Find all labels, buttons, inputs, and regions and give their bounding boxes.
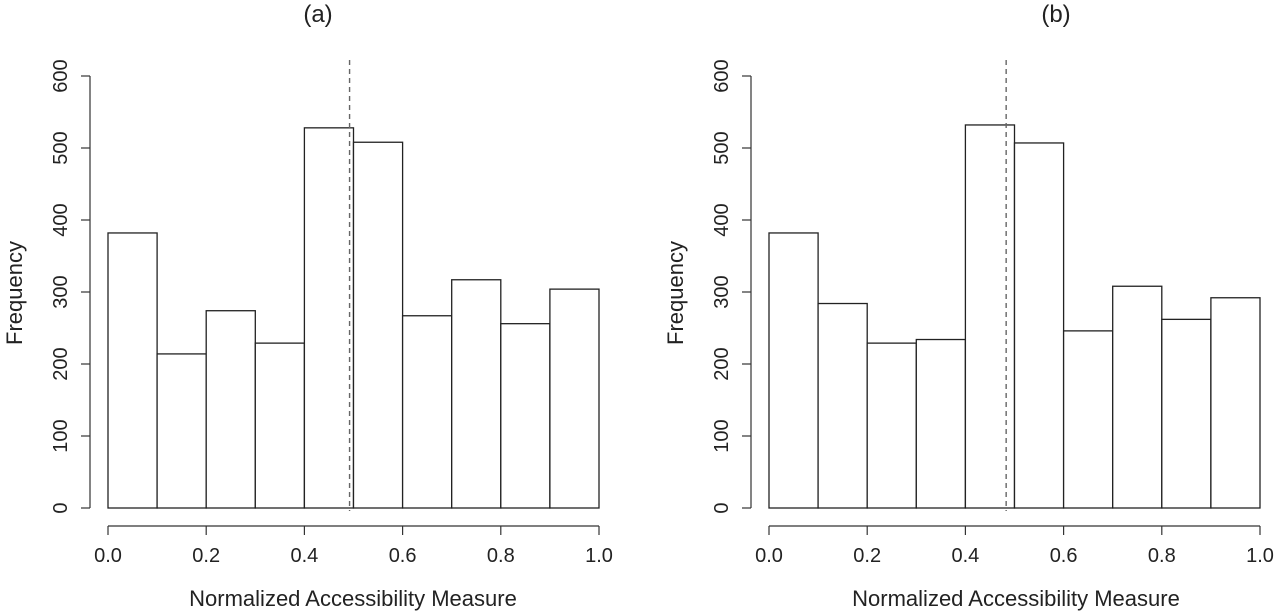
x-tick-label-a-3: 0.6 [389,545,417,567]
y-tick-label-a-4: 400 [50,203,72,236]
y-tick-label-b-1: 100 [711,419,733,452]
histogram-bar-b-1 [817,302,868,509]
panel-title-a: (a) [303,1,332,28]
plot-area-a: 0 100 200 300 400 500 600 0.0 0.2 0.4 0.6 0.8 1.0 [50,59,613,567]
x-tick-label-b-1: 0.2 [853,545,881,567]
y-tick-label-b-4: 400 [711,203,733,236]
histogram-bar-a-1 [156,353,207,509]
histogram-bar-b-2 [866,342,917,509]
histogram-bar-a-7 [451,279,502,509]
x-axis-label-a: Normalized Accessibility Measure [189,586,517,611]
histogram-panel-a: (a) Frequency Normalized Accessibility M… [2,1,613,611]
y-tick-label-a-0: 0 [50,502,72,513]
histogram-panel-b: (b) Frequency Normalized Accessibility M… [663,1,1274,611]
histogram-bar-a-3 [254,342,306,509]
histogram-bar-a-9 [549,288,600,509]
plot-area-b: 0 100 200 300 400 500 600 0.0 0.2 0.4 0.6 0.8 1.0 [711,59,1274,567]
x-tick-label-a-4: 0.8 [487,545,515,567]
histogram-bar-b-0 [768,232,819,509]
x-tick-label-b-2: 0.4 [951,545,979,567]
histogram-bar-a-6 [401,315,453,509]
y-tick-label-a-3: 300 [50,275,72,308]
y-tick-label-a-6: 600 [50,59,72,92]
histogram-bar-b-6 [1062,330,1114,509]
y-tick-label-b-3: 300 [711,275,733,308]
histogram-bar-b-9 [1210,297,1261,509]
x-tick-label-a-5: 1.0 [585,545,613,567]
x-tick-label-b-0: 0.0 [755,545,783,567]
histogram-bar-a-5 [352,141,404,509]
x-axis-label-b: Normalized Accessibility Measure [852,586,1180,611]
y-axis-label-b: Frequency [663,241,688,345]
y-tick-label-b-5: 500 [711,131,733,164]
histogram-bar-a-8 [500,323,551,509]
x-tick-label-a-1: 0.2 [192,545,220,567]
histogram-bar-b-8 [1161,318,1212,509]
y-tick-label-b-6: 600 [711,59,733,92]
x-tick-label-b-4: 0.8 [1148,545,1176,567]
y-tick-label-b-2: 200 [711,347,733,380]
y-tick-label-b-0: 0 [711,502,733,513]
x-tick-label-a-2: 0.4 [290,545,318,567]
histogram-bar-b-4 [964,124,1016,509]
panel-title-b: (b) [1041,1,1070,28]
histogram-bar-b-7 [1112,285,1163,509]
histogram-bar-a-2 [205,310,256,509]
x-tick-label-b-3: 0.6 [1050,545,1078,567]
histogram-bar-a-4 [303,127,355,509]
histogram-bar-a-0 [107,232,158,509]
y-tick-label-a-5: 500 [50,131,72,164]
y-tick-label-a-2: 200 [50,347,72,380]
x-tick-label-a-0: 0.0 [94,545,122,567]
x-tick-label-b-5: 1.0 [1246,545,1274,567]
y-tick-label-a-1: 100 [50,419,72,452]
histogram-bar-b-5 [1013,142,1065,509]
histogram-bar-b-3 [915,338,967,509]
y-axis-label-a: Frequency [2,241,27,345]
